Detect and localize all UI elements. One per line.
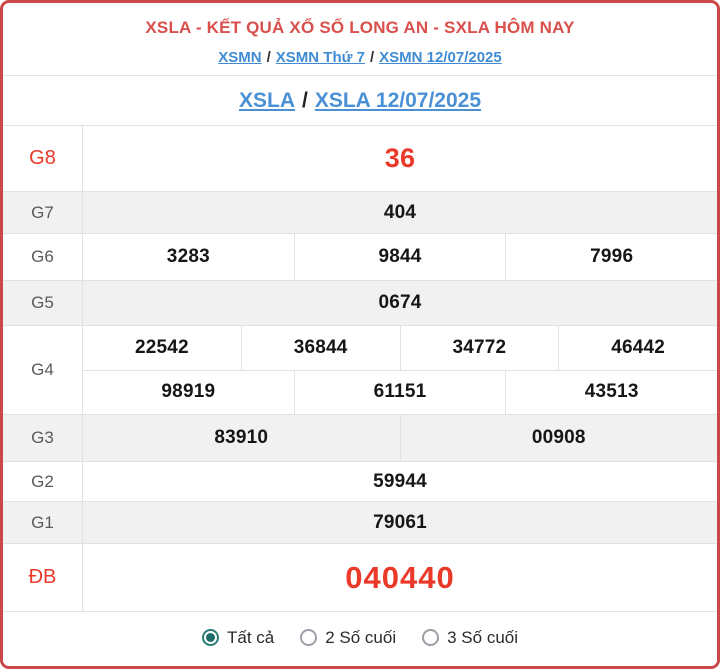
- prize-number: 79061: [373, 511, 427, 533]
- prize-row-g4: G4 22542 36844 34772 46442 98919 61151 43513: [3, 326, 717, 415]
- filter-option-2[interactable]: 2 Số cuối: [300, 628, 396, 648]
- prize-number: 00908: [399, 415, 718, 461]
- prize-label-g3: G3: [3, 415, 83, 461]
- prize-row-g7: G7 404: [3, 192, 717, 234]
- prize-number: 59944: [373, 470, 427, 492]
- breadcrumb-link-xsmn-date[interactable]: XSMN 12/07/2025: [379, 49, 502, 66]
- prize-label-g1: G1: [3, 502, 83, 543]
- breadcrumb-separator: /: [266, 49, 271, 66]
- radio-selected-icon[interactable]: [201, 629, 219, 646]
- prize-line: 0674: [83, 281, 717, 325]
- prize-row-g8: G8 36: [3, 126, 717, 192]
- filter-option-label: 2 Số cuối: [325, 627, 397, 647]
- prize-number: 36: [384, 143, 416, 173]
- prize-values-g6: 3283 9844 7996: [83, 234, 717, 280]
- prize-values-g7: 404: [83, 192, 717, 233]
- prize-values-g3: 83910 00908: [83, 415, 717, 461]
- prize-number: 040440: [345, 559, 455, 595]
- prize-row-g3: G3 83910 00908: [3, 415, 717, 462]
- prize-line: 404: [83, 192, 717, 233]
- filter-bar: Tất cả 2 Số cuối 3 Số cuối: [3, 612, 717, 663]
- prize-values-g5: 0674: [83, 281, 717, 325]
- breadcrumb-link-xsmn[interactable]: XSMN: [218, 49, 262, 66]
- filter-option-label: Tất cả: [226, 627, 275, 647]
- prize-number: 22542: [134, 336, 189, 358]
- page-title: XSLA - KẾT QUẢ XỔ SỐ LONG AN - SXLA HÔM …: [145, 18, 575, 37]
- filter-option-3[interactable]: 3 Số cuối: [422, 628, 518, 648]
- prize-number: 7996: [505, 234, 717, 280]
- prize-row-g2: G2 59944: [3, 462, 717, 502]
- prize-row-g1: G1 79061: [3, 502, 717, 544]
- prize-values-g8: 36: [83, 126, 717, 191]
- prize-row-g5: G5 0674: [3, 281, 717, 326]
- breadcrumb-separator: /: [369, 49, 375, 66]
- prize-line: 59944: [83, 462, 717, 501]
- prize-line: 98919 61151 43513: [83, 369, 717, 414]
- prize-label-g5: G5: [3, 281, 83, 325]
- radio-unselected-icon[interactable]: [300, 629, 318, 646]
- prize-line: 22542 36844 34772 46442: [83, 326, 717, 370]
- filter-option-1[interactable]: Tất cả: [201, 627, 275, 648]
- prize-label-db: ĐB: [3, 544, 83, 611]
- prize-line: 36: [83, 126, 717, 191]
- subtitle-link-xsla[interactable]: XSLA: [238, 88, 295, 112]
- prize-values-db: 040440: [83, 544, 717, 611]
- filter-option-label: 3 Số cuối: [447, 627, 519, 647]
- prize-number: 83910: [214, 427, 269, 448]
- prize-line: 3283 9844 7996: [83, 234, 717, 280]
- subtitle-breadcrumb: XSLA / XSLA 12/07/2025: [3, 76, 717, 126]
- prize-label-g4: G4: [3, 326, 83, 414]
- prize-label-g8: G8: [3, 126, 83, 191]
- prize-line: 79061: [83, 502, 717, 543]
- prize-number: 61151: [293, 370, 506, 414]
- prize-number: 46442: [558, 326, 717, 370]
- prize-label-g6: G6: [3, 234, 83, 280]
- prize-number: 98919: [161, 381, 216, 403]
- prize-number: 0674: [378, 292, 422, 313]
- subtitle-link-xsla-date[interactable]: XSLA 12/07/2025: [314, 88, 482, 112]
- prize-row-g6: G6 3283 9844 7996: [3, 234, 717, 281]
- breadcrumb: XSMN / XSMN Thứ 7/XSMN 12/07/2025: [3, 49, 717, 66]
- prize-line: 040440: [83, 544, 717, 611]
- prize-number: 34772: [399, 326, 559, 370]
- radio-unselected-icon[interactable]: [422, 629, 440, 646]
- prize-number: 3283: [166, 246, 210, 267]
- prize-number: 404: [383, 201, 417, 223]
- prize-values-g2: 59944: [83, 462, 717, 501]
- prize-row-db: ĐB 040440: [3, 544, 717, 612]
- prize-number: 9844: [293, 234, 506, 280]
- subtitle-separator: /: [302, 88, 308, 112]
- prize-number: 36844: [240, 326, 400, 370]
- header: XSLA - KẾT QUẢ XỔ SỐ LONG AN - SXLA HÔM …: [3, 3, 717, 76]
- breadcrumb-link-xsmn-thu7[interactable]: XSMN Thứ 7: [275, 49, 365, 66]
- results-table: G8 36 G7 404 G6 3283 9844 7996 G5 0674 G4 22542 3684…: [3, 126, 717, 612]
- prize-label-g7: G7: [3, 192, 83, 233]
- prize-label-g2: G2: [3, 462, 83, 501]
- prize-values-g1: 79061: [83, 502, 717, 543]
- prize-values-g4: 22542 36844 34772 46442 98919 61151 43513: [83, 326, 717, 414]
- prize-line: 83910 00908: [83, 415, 717, 461]
- prize-number: 43513: [505, 370, 717, 414]
